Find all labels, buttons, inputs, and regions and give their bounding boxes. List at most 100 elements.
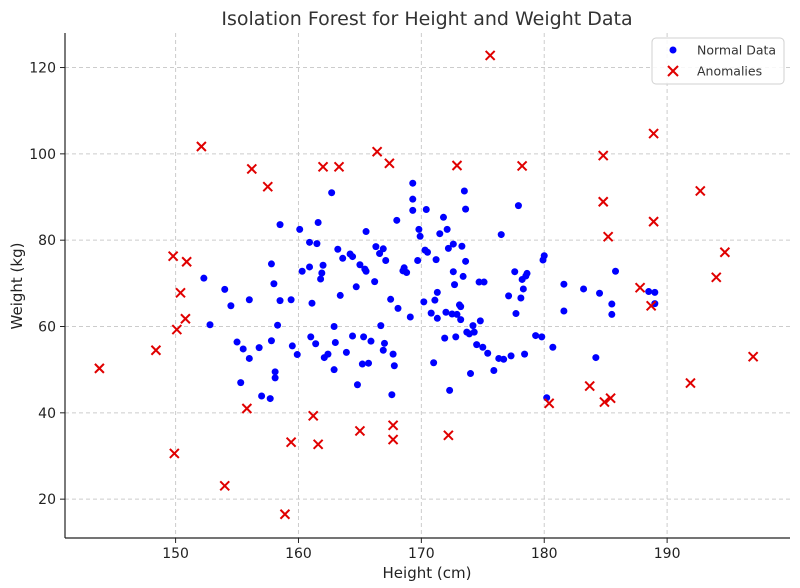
normal-data-point (298, 267, 306, 275)
normal-data-point (612, 267, 620, 275)
normal-data-point (424, 248, 431, 256)
normal-data-point (267, 260, 275, 268)
normal-data-point (312, 340, 320, 348)
series-anomalies (94, 50, 759, 520)
legend: Normal Data Anomalies (651, 37, 785, 85)
normal-data-point (270, 280, 278, 288)
y-tick-label: 100 (29, 147, 56, 163)
normal-data-point (453, 310, 461, 318)
normal-data-point (393, 216, 401, 224)
anomaly-data-point (516, 160, 528, 172)
normal-data-point (233, 338, 241, 346)
normal-data-point (490, 367, 498, 375)
normal-data-point (475, 278, 483, 286)
anomaly-data-point (333, 161, 345, 173)
normal-data-point (540, 252, 548, 260)
normal-data-point (580, 285, 588, 293)
anomaly-data-point (711, 272, 722, 283)
normal-data-point (433, 314, 441, 322)
normal-data-point (267, 337, 275, 345)
anomaly-data-point (175, 287, 186, 299)
anomaly-data-point (443, 430, 454, 441)
normal-data-point (306, 238, 314, 246)
normal-data-point (519, 285, 527, 293)
legend-normal-label: Normal Data (697, 43, 776, 58)
normal-data-point (360, 333, 368, 341)
anomaly-data-point (598, 150, 609, 161)
normal-data-point (560, 307, 568, 315)
normal-data-point (449, 268, 457, 276)
anomaly-data-point (685, 377, 696, 389)
grid-layer (65, 33, 790, 538)
normal-data-point (266, 395, 274, 403)
normal-data-point (651, 300, 659, 308)
normal-data-point (296, 225, 304, 233)
anomaly-data-point (598, 196, 609, 207)
normal-data-point (651, 288, 659, 296)
normal-data-point (352, 283, 360, 291)
normal-data-point (479, 343, 487, 351)
normal-data-point (427, 309, 435, 317)
normal-data-point (318, 269, 326, 277)
normal-data-point (500, 355, 508, 363)
normal-data-point (271, 368, 279, 376)
normal-data-point (276, 221, 284, 229)
anomaly-data-point (181, 256, 192, 267)
normal-data-point (387, 295, 395, 303)
normal-data-point (446, 386, 454, 394)
normal-data-point (433, 288, 441, 296)
x-tick-label: 160 (285, 546, 312, 562)
normal-data-point (371, 278, 379, 286)
normal-data-point (271, 374, 279, 382)
normal-data-point (645, 288, 653, 296)
normal-data-point (473, 341, 481, 349)
normal-data-point (422, 206, 430, 214)
anomaly-data-point (312, 439, 324, 450)
anomaly-data-point (384, 158, 395, 169)
normal-data-point (511, 268, 519, 276)
normal-data-point (336, 291, 344, 299)
x-tick-label: 180 (531, 546, 558, 562)
anomaly-data-point (645, 300, 657, 311)
anomaly-data-point (584, 380, 595, 392)
legend-anomaly-label: Anomalies (697, 64, 762, 79)
normal-data-point (608, 310, 616, 318)
anomaly-data-point (317, 161, 329, 173)
normal-data-point (460, 187, 468, 195)
normal-data-point (469, 322, 477, 330)
anomaly-data-point (180, 313, 191, 324)
y-axis-label: Weight (kg) (8, 243, 26, 330)
normal-data-point (449, 240, 457, 248)
normal-data-point (356, 261, 364, 269)
anomaly-data-point (171, 324, 183, 335)
normal-data-point (221, 285, 229, 293)
normal-data-point (443, 225, 451, 233)
normal-data-point (592, 354, 600, 362)
chart-title: Isolation Forest for Height and Weight D… (221, 8, 632, 30)
normal-data-point (432, 256, 440, 264)
anomaly-data-point (599, 396, 610, 408)
normal-data-point (276, 297, 284, 305)
normal-data-point (288, 342, 296, 350)
anomaly-data-point (747, 351, 759, 362)
normal-data-point (237, 379, 245, 387)
normal-data-point (358, 360, 366, 368)
anomaly-data-point (648, 128, 659, 139)
anomaly-data-point (219, 480, 230, 491)
legend-anomaly-marker (667, 65, 679, 77)
anomaly-data-point (241, 403, 253, 414)
normal-data-point (227, 302, 235, 310)
y-tick-label: 40 (38, 406, 56, 422)
normal-data-point (239, 345, 247, 353)
normal-data-point (476, 317, 484, 325)
normal-data-point (517, 294, 525, 302)
normal-data-point (514, 202, 522, 210)
normal-data-point (505, 292, 513, 300)
normal-data-point (287, 296, 295, 304)
normal-data-point (444, 244, 452, 252)
normal-data-point (416, 232, 424, 240)
normal-data-point (334, 245, 342, 253)
normal-data-point (441, 334, 449, 342)
normal-data-point (314, 218, 322, 226)
normal-data-point (377, 322, 385, 330)
